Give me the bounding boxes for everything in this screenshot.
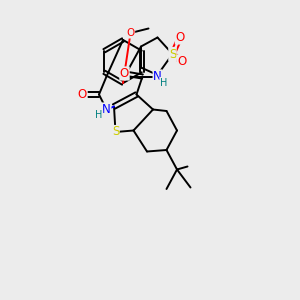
Text: H: H	[95, 110, 103, 121]
Text: N: N	[102, 103, 111, 116]
Text: O: O	[78, 88, 87, 101]
Text: S: S	[169, 47, 176, 61]
Text: O: O	[176, 31, 184, 44]
Text: N: N	[153, 70, 162, 83]
Text: O: O	[120, 67, 129, 80]
Text: S: S	[112, 125, 119, 139]
Text: H: H	[160, 77, 167, 88]
Text: O: O	[177, 55, 186, 68]
Text: O: O	[126, 28, 135, 38]
